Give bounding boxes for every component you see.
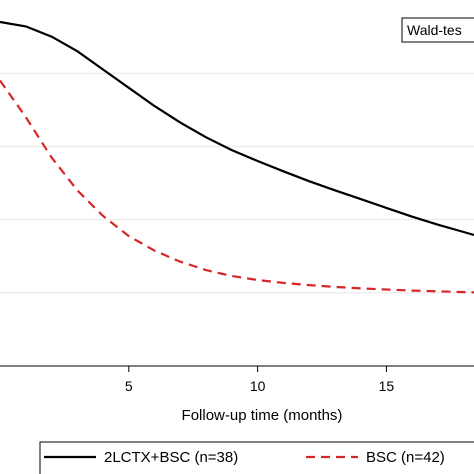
annotation-frame [401,17,474,43]
x-tick-label-15: 15 [379,378,395,394]
x-tick-label-5: 5 [125,378,133,394]
legend-items: 2LCTX+BSC (n=38) BSC (n=42) [44,449,445,466]
grid-lines [0,72,474,294]
plot-area [0,20,474,294]
annotation-box: Wald-tes [401,17,474,43]
x-ticks: 5 10 15 [125,366,395,394]
series-lines [0,20,474,294]
legend-label-0: 2LCTX+BSC (n=38) [104,449,238,466]
axes: 5 10 15 Follow-up time (months) [0,365,474,424]
legend-frame [39,441,474,474]
series-line-0 [0,20,474,237]
x-tick-label-10: 10 [250,378,266,394]
legend-label-1: BSC (n=42) [366,449,445,466]
series-line-1 [0,79,474,294]
annotation-text: Wald-tes [407,22,462,38]
x-axis-title: Follow-up time (months) [182,407,343,424]
legend: 2LCTX+BSC (n=38) BSC (n=42) [39,441,474,474]
